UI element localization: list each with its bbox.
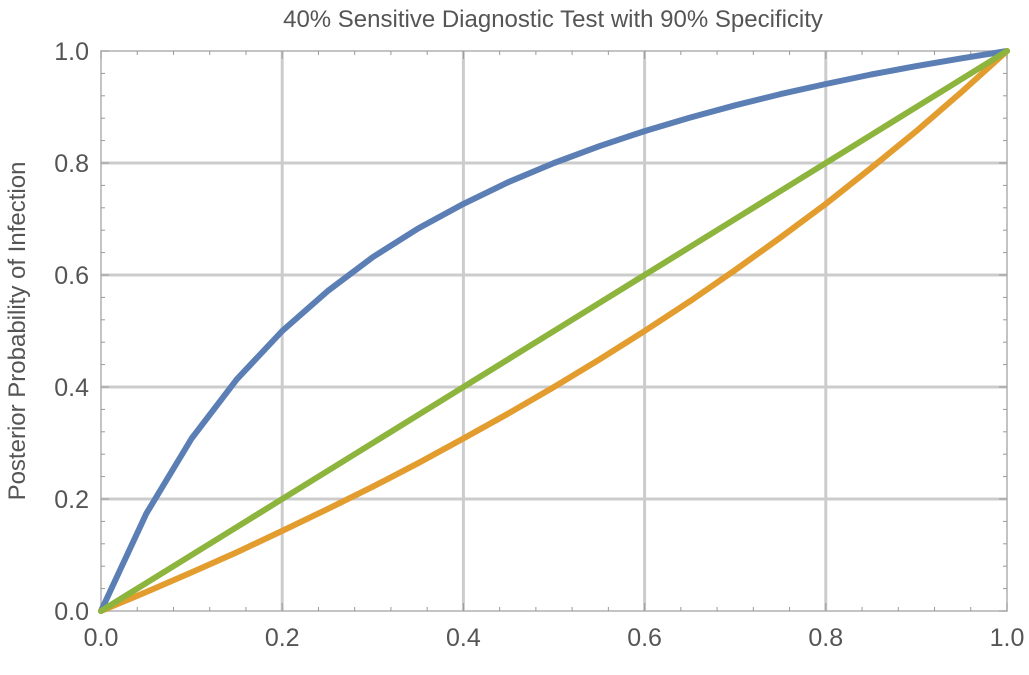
y-tick-label-1: 0.2: [54, 486, 89, 514]
x-tick-label-0: 0.0: [84, 624, 119, 652]
tick-labels: 0.0 0.2 0.4 0.6 0.8 1.0 0.0 0.2 0.4 0.6 0.8 1.0: [54, 38, 1024, 652]
y-tick-label-3: 0.6: [54, 262, 89, 290]
axis-ticks: [100, 50, 1008, 612]
x-tick-label-3: 0.6: [627, 624, 662, 652]
y-tick-label-2: 0.4: [54, 374, 89, 402]
series-line-2: [98, 48, 1010, 614]
y-tick-label-0: 0.0: [54, 598, 89, 626]
y-axis-title: Posterior Probability of Infection: [4, 162, 31, 501]
plot-frame: [100, 50, 1008, 612]
series-line-0: [98, 48, 1010, 614]
chart-title: 40% Sensitive Diagnostic Test with 90% S…: [283, 6, 823, 33]
x-tick-label-5: 1.0: [990, 624, 1025, 652]
x-tick-label-2: 0.4: [446, 624, 481, 652]
series-line-1: [98, 48, 1010, 614]
y-tick-label-4: 0.8: [54, 150, 89, 178]
y-tick-label-5: 1.0: [54, 38, 89, 66]
plot-border: [100, 50, 1008, 612]
x-tick-label-4: 0.8: [808, 624, 843, 652]
x-tick-label-1: 0.2: [265, 624, 300, 652]
series-group: [98, 48, 1010, 614]
